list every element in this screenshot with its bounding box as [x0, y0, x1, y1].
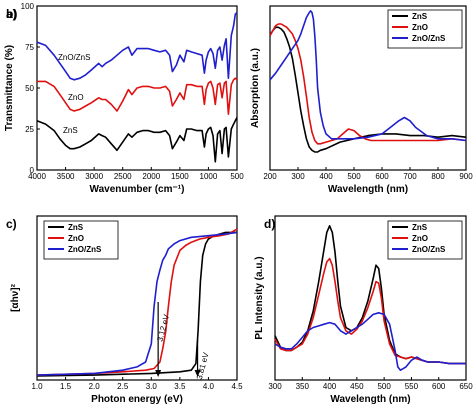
y-tick-label: 75	[25, 43, 34, 52]
x-tick-label: 4.0	[203, 382, 215, 391]
series-line-zno-zns	[274, 311, 466, 372]
y-tick-label: 50	[25, 84, 34, 93]
chart-panel-3: 1.0 1.5 2.0 2.5 3.0 3.5 4.0 4.5 Photon energy (e…	[6, 215, 243, 405]
panel-letter: b)	[6, 7, 17, 21]
y-tick-label: 100	[21, 2, 35, 11]
x-tick-label: 400	[319, 172, 333, 181]
x-tick-label: 2000	[142, 172, 160, 181]
x-tick-label: 800	[431, 172, 445, 181]
panel-letter: c)	[6, 217, 17, 231]
x-tick-label: 4.5	[231, 382, 243, 391]
x-tick-label: 1.0	[31, 382, 43, 391]
legend-label: ZnS	[68, 223, 84, 232]
x-tick-label: 500	[377, 382, 391, 391]
series-line-zns	[36, 231, 237, 377]
legend-label: ZnO	[412, 234, 428, 243]
x-tick-label: 4000	[28, 172, 46, 181]
x-tick-label: 3.5	[174, 382, 186, 391]
x-tick-label: 500	[347, 172, 361, 181]
x-tick-label: 400	[323, 382, 337, 391]
x-tick-label: 600	[432, 382, 446, 391]
legend-label: ZnO/ZnS	[68, 245, 102, 254]
series-line-zno-zns	[269, 10, 467, 142]
series-line-zno	[37, 77, 238, 115]
x-tick-label: 1.5	[60, 382, 72, 391]
x-tick-label: 2.0	[89, 382, 101, 391]
x-tick-label: 300	[268, 382, 282, 391]
y-axis-label: Absorption (a.u.)	[250, 48, 261, 128]
legend: ZnS ZnO ZnO/ZnS	[387, 9, 463, 49]
y-axis-label: [αhν]²	[10, 283, 21, 311]
legend: ZnS ZnO ZnO/ZnS	[387, 220, 463, 260]
x-tick-label: 350	[296, 382, 310, 391]
x-tick-label: 3000	[85, 172, 103, 181]
x-tick-label: 1500	[171, 172, 189, 181]
x-axis-label: Wavelength (nm)	[330, 394, 410, 405]
legend-label: ZnO	[412, 23, 428, 32]
x-tick-label: 550	[405, 382, 419, 391]
x-tick-label: 450	[350, 382, 364, 391]
y-axis-label: PL Intensity (a.u.)	[254, 256, 265, 339]
series-line-zno	[36, 228, 238, 376]
series-line-zno-zns	[36, 231, 238, 376]
x-tick-label: 700	[403, 172, 417, 181]
x-tick-label: 200	[263, 172, 277, 181]
series-line-zns	[36, 117, 238, 163]
x-tick-label: 900	[459, 172, 473, 181]
band-gap-arrowhead	[155, 370, 162, 377]
x-tick-label: 1000	[200, 172, 218, 181]
chart-panel-1: 4000 3500 3000 2500 2000 1500 1000 500 0 25 50 75 10…	[4, 2, 244, 195]
band-gap-arrowhead	[194, 370, 201, 377]
series-line-zns	[269, 26, 467, 153]
plot-frame	[269, 5, 467, 171]
series-annotation: ZnO/ZnS	[58, 53, 90, 62]
x-tick-label: 300	[291, 172, 305, 181]
x-axis-label: Wavelength (nm)	[328, 184, 408, 195]
series-annotation: ZnS	[63, 126, 78, 135]
x-tick-label: 3500	[57, 172, 75, 181]
legend-label: ZnO/ZnS	[412, 34, 446, 43]
x-axis-label: Wavenumber (cm⁻¹)	[90, 184, 185, 195]
x-tick-label: 2500	[114, 172, 132, 181]
chart-panel-4: 300 350 400 450 500 550 600 650 Wavelength (nm) P…	[254, 215, 473, 405]
x-tick-label: 650	[459, 382, 473, 391]
y-tick-label: 25	[25, 125, 34, 134]
panel-letter: a)	[6, 7, 17, 21]
legend-label: ZnO/ZnS	[412, 245, 446, 254]
x-tick-label: 3.0	[146, 382, 158, 391]
legend-label: ZnS	[412, 12, 428, 21]
series-line-zno-zns	[36, 12, 238, 81]
x-tick-label: 500	[230, 172, 244, 181]
x-tick-label: 600	[375, 172, 389, 181]
plot-frame	[274, 215, 467, 381]
x-axis-label: Photon energy (eV)	[91, 394, 183, 405]
series-annotation: ZnO	[68, 93, 84, 102]
series-line-zno	[274, 257, 466, 365]
series-line-zno	[269, 23, 467, 145]
y-tick-label: 0	[30, 166, 35, 175]
y-axis-label: Transmittance (%)	[4, 45, 15, 131]
legend-label: ZnS	[412, 223, 428, 232]
legend-label: ZnO	[68, 234, 84, 243]
panel-letter: d)	[264, 217, 275, 231]
plot-frame	[36, 215, 238, 381]
x-tick-label: 2.5	[117, 382, 129, 391]
legend: ZnS ZnO ZnO/ZnS	[43, 220, 119, 260]
